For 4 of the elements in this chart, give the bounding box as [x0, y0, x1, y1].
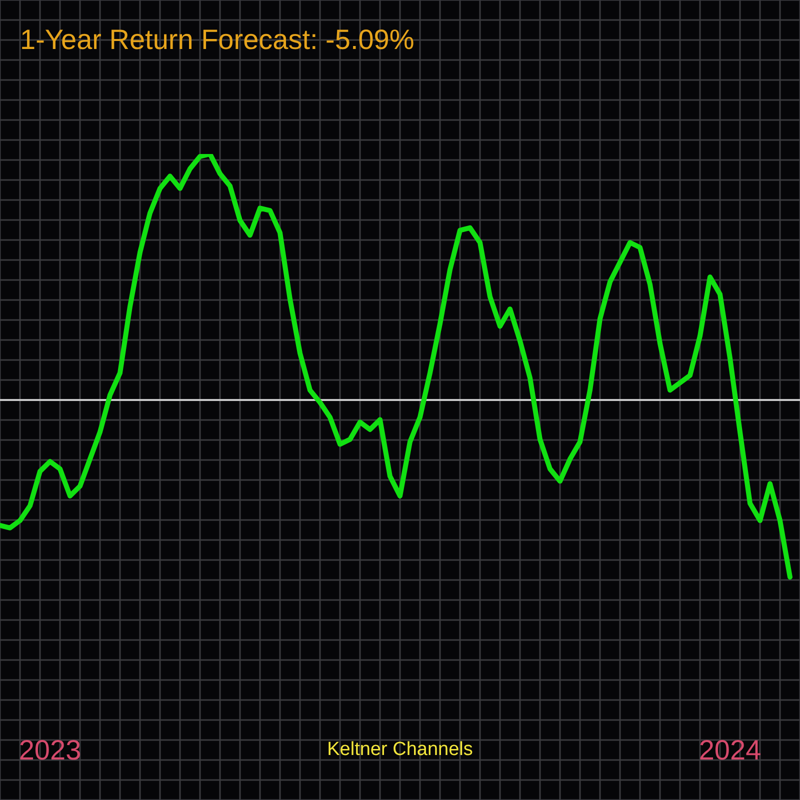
text: Keltner Channels	[327, 739, 473, 761]
x-tick-label: 2023	[18, 734, 82, 766]
chart-title: 1-Year Return Forecast: -5.09%	[20, 24, 414, 56]
x-tick-label: 2024	[698, 734, 762, 766]
